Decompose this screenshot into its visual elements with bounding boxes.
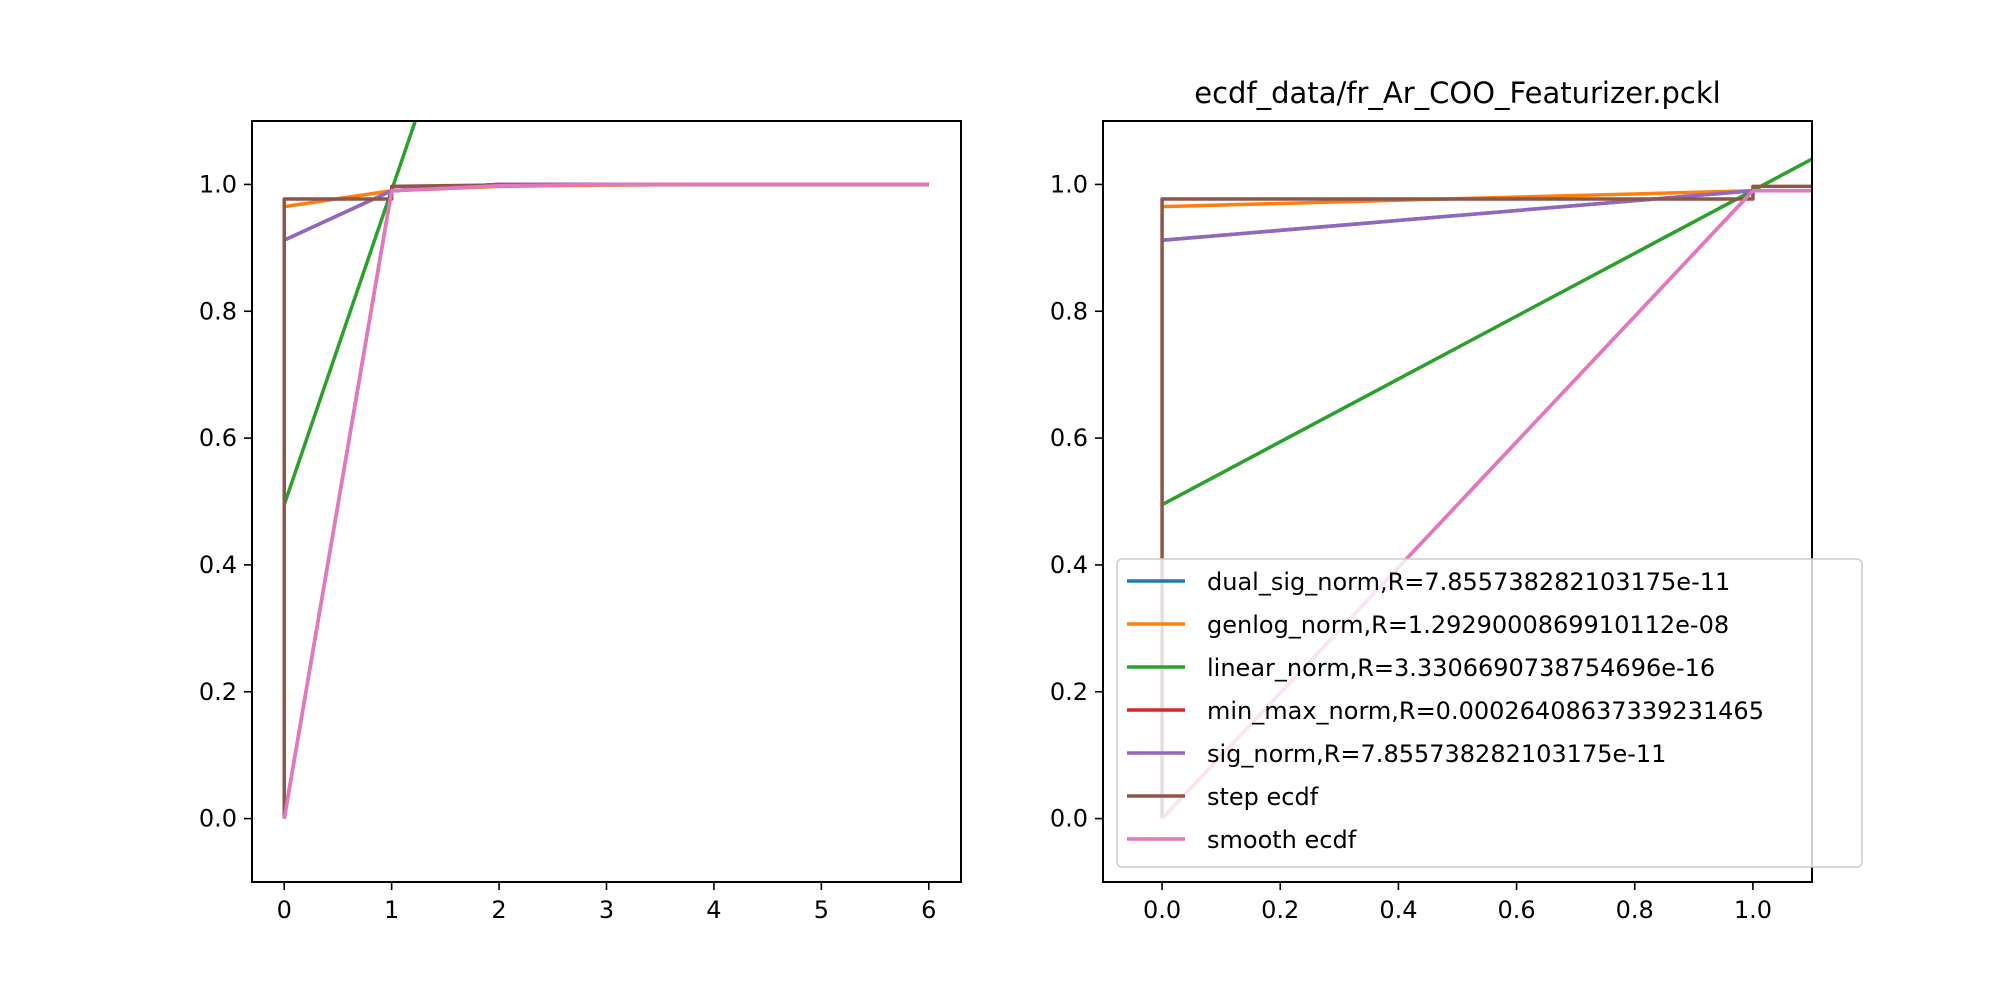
left-x-tick-label: 3 [599, 896, 614, 924]
right-legend-label: genlog_norm,R=1.2929000869910112e-08 [1207, 611, 1729, 639]
right-legend-label: min_max_norm,R=0.00026408637339231465 [1207, 697, 1764, 725]
right-x-tick-label: 0.8 [1616, 896, 1654, 924]
right-y-tick-label: 0.0 [1050, 805, 1088, 833]
left-x-tick-label: 1 [384, 896, 399, 924]
left-series-group [282, 121, 929, 819]
right-y-tick-label: 0.6 [1050, 424, 1088, 452]
left-y-tick-label: 0.4 [199, 551, 237, 579]
right-legend-box [1116, 558, 1863, 868]
right-x-tick-label: 0.0 [1143, 896, 1181, 924]
left-x-tick-label: 5 [814, 896, 829, 924]
left-x-tick-label: 0 [277, 896, 292, 924]
left-chart: 0 1 2 3 4 5 6 0.0 0.2 0.4 0.6 0.8 1.0 [199, 120, 962, 924]
right-x-tick-label: 1.0 [1734, 896, 1772, 924]
right-legend-label: sig_norm,R=7.855738282103175e-11 [1207, 740, 1666, 768]
right-y-tick-label: 1.0 [1050, 170, 1088, 198]
left-y-tick-label: 1.0 [199, 170, 237, 198]
left-x-tick-label: 2 [491, 896, 506, 924]
right-series-line-step-ecdf [1160, 184, 1812, 819]
left-x-tick-label: 6 [921, 896, 936, 924]
right-x-tick-label: 0.4 [1379, 896, 1417, 924]
right-chart-title: ecdf_data/fr_Ar_COO_Featurizer.pckl [1194, 76, 1720, 110]
right-legend-label: dual_sig_norm,R=7.855738282103175e-11 [1207, 568, 1730, 596]
right-legend-label: step ecdf [1207, 783, 1319, 811]
right-series-line-linear-norm [1161, 157, 1812, 507]
left-x-tick-label: 4 [706, 896, 721, 924]
right-legend: dual_sig_norm,R=7.855738282103175e-11gen… [1116, 558, 1863, 868]
right-x-tick-label: 0.6 [1497, 896, 1535, 924]
left-y-tick-label: 0.8 [199, 297, 237, 325]
right-chart: 0.0 0.2 0.4 0.6 0.8 1.0 0.0 0.2 0.4 0.6 0.8 1.0 ecdf… [1050, 76, 1863, 924]
right-x-tick-label: 0.2 [1261, 896, 1299, 924]
right-plot-frame [1102, 120, 1813, 883]
right-legend-label: smooth ecdf [1207, 826, 1357, 854]
right-y-tick-label: 0.2 [1050, 678, 1088, 706]
left-y-tick-label: 0.0 [199, 805, 237, 833]
left-y-tick-label: 0.2 [199, 678, 237, 706]
left-series-line-smooth-ecdf [282, 182, 929, 819]
left-y-tick-label: 0.6 [199, 424, 237, 452]
right-y-tick-label: 0.4 [1050, 551, 1088, 579]
right-legend-label: linear_norm,R=3.3306690738754696e-16 [1207, 654, 1715, 682]
right-y-tick-label: 0.8 [1050, 297, 1088, 325]
